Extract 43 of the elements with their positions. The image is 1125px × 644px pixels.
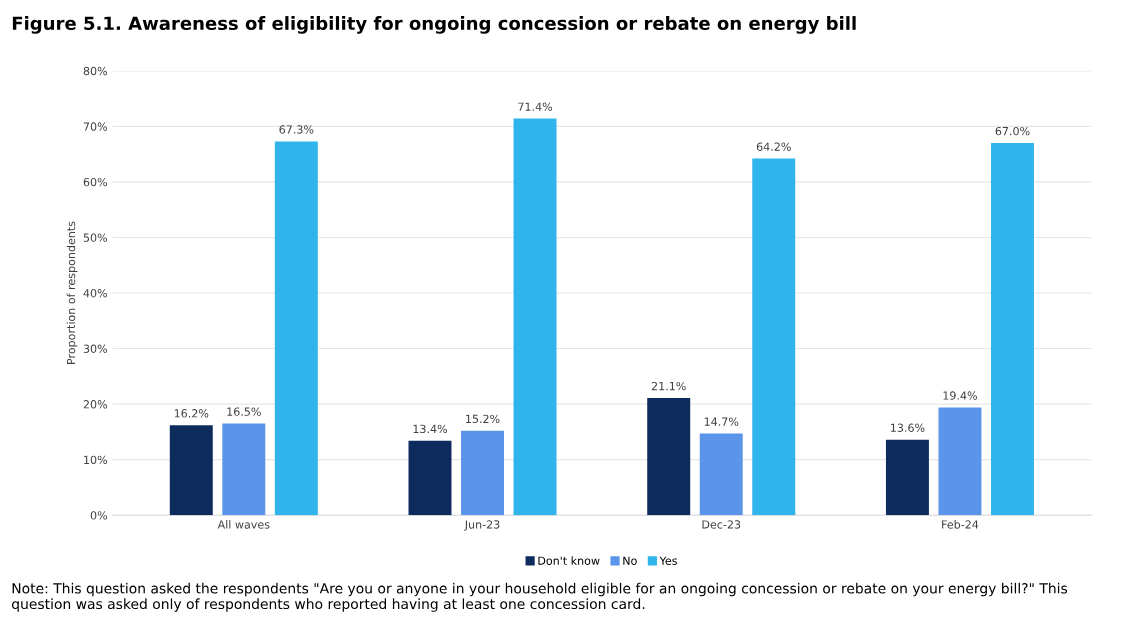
- data-label: 71.4%: [518, 102, 553, 111]
- bar: [461, 430, 504, 516]
- bar: [274, 141, 318, 516]
- y-tick-label: 40%: [83, 288, 108, 298]
- bar: [408, 440, 452, 516]
- bar: [699, 433, 743, 516]
- data-label: 64.2%: [756, 142, 791, 151]
- y-tick-label: 80%: [83, 66, 108, 76]
- y-tick-label: 50%: [83, 233, 108, 242]
- legend-label: Don't know: [538, 556, 600, 565]
- data-label: 16.2%: [174, 409, 209, 418]
- bar: [169, 425, 213, 516]
- y-axis-title: Proportion of respondents: [66, 221, 78, 364]
- y-tick-label: 70%: [83, 122, 108, 131]
- bar: [885, 439, 929, 516]
- x-tick-label: Feb-24: [942, 520, 979, 529]
- bar: [990, 143, 1034, 516]
- legend-label: No: [623, 556, 637, 565]
- text: Note: This question asked the respondents "Are you or anyone in your household eligible for an ongoing concession or rebate on your energy bill?" This question was asked only of respondents who reported having at least one concession card.: [12, 582, 1068, 612]
- y-tick-label: 30%: [83, 344, 108, 353]
- y-tick-label: 10%: [84, 455, 108, 465]
- y-tick-label: 20%: [83, 400, 108, 409]
- data-label: 14.7%: [704, 417, 739, 426]
- x-tick-label: Dec-23: [702, 520, 741, 529]
- x-tick-label: All waves: [217, 520, 270, 529]
- legend-label: Yes: [659, 556, 677, 565]
- data-label: 15.2%: [466, 414, 500, 424]
- data-label: 13.6%: [891, 423, 925, 432]
- y-tick-label: 0%: [90, 511, 108, 520]
- bar: [513, 118, 557, 516]
- data-label: 16.5%: [227, 407, 261, 416]
- bar: [647, 398, 691, 516]
- data-label: 67.0%: [995, 126, 1030, 136]
- bar: [752, 158, 796, 516]
- data-label: 21.1%: [651, 381, 686, 391]
- data-label: 13.4%: [413, 424, 448, 434]
- chart-title: Figure 5.1. Awareness of eligibility for ongoing concession or rebate on energy bill: [12, 16, 856, 34]
- x-tick-label: Jun-23: [464, 520, 500, 531]
- bar: [222, 423, 266, 516]
- y-tick-label: 60%: [83, 177, 108, 187]
- data-label: 19.4%: [943, 391, 977, 400]
- bar: [938, 407, 982, 516]
- data-label: 67.3%: [279, 125, 314, 134]
